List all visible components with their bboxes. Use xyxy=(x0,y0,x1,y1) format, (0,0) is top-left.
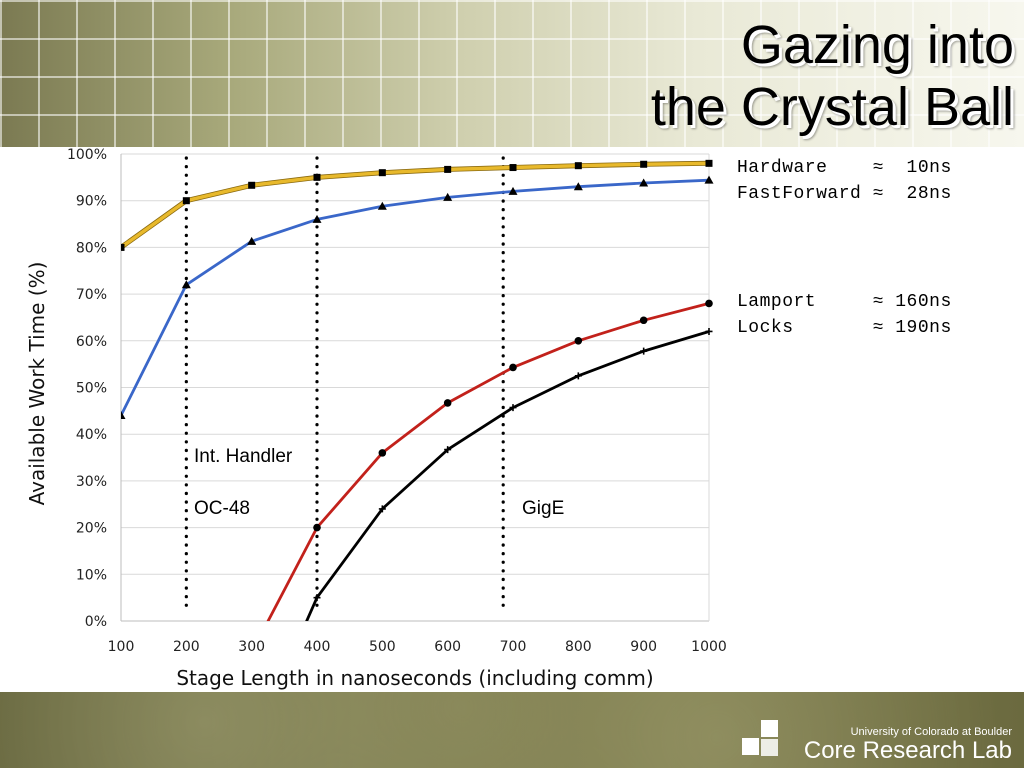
x-tick-label: 1000 xyxy=(691,639,727,655)
data-point xyxy=(121,243,125,251)
x-tick-label: 300 xyxy=(238,639,265,655)
series-line xyxy=(121,161,710,249)
x-tick-label: 100 xyxy=(108,639,135,655)
data-point xyxy=(640,347,648,355)
series-group xyxy=(121,159,713,251)
note-label: Hardware xyxy=(737,158,873,178)
data-point xyxy=(509,363,517,372)
data-point xyxy=(574,372,582,380)
note-fastforward: FastForward ≈ 28ns xyxy=(737,184,952,204)
data-point xyxy=(378,169,386,177)
data-point xyxy=(121,411,126,420)
y-tick-label: 10% xyxy=(76,567,107,583)
note-value: 10ns xyxy=(883,158,952,178)
data-point xyxy=(313,173,321,181)
data-point xyxy=(313,594,321,602)
data-point xyxy=(640,160,648,168)
series-group xyxy=(266,299,713,621)
series-line xyxy=(266,302,710,621)
y-tick-label: 0% xyxy=(85,614,107,630)
series-line xyxy=(305,330,710,621)
data-point xyxy=(573,182,583,191)
data-point xyxy=(508,186,518,195)
note-label: Lamport xyxy=(737,292,873,312)
header-banner-image xyxy=(0,0,1024,147)
data-point xyxy=(182,197,190,205)
y-tick-label: 80% xyxy=(76,240,107,256)
vertical-marker-label: GigE xyxy=(522,498,564,519)
data-point xyxy=(377,201,387,210)
data-point xyxy=(574,337,583,345)
footer-banner-image xyxy=(0,692,1024,768)
data-point xyxy=(639,316,648,325)
data-point xyxy=(181,280,191,289)
slide-title: Gazing into the Crystal Ball xyxy=(651,14,1014,138)
y-tick-label: 90% xyxy=(76,194,107,210)
y-tick-label: 50% xyxy=(76,381,107,397)
data-point xyxy=(639,178,649,187)
x-tick-label: 600 xyxy=(434,639,461,655)
data-point xyxy=(705,327,713,335)
note-value: 28ns xyxy=(883,184,952,204)
y-tick-label: 40% xyxy=(76,427,107,443)
y-tick-label: 30% xyxy=(76,474,107,490)
y-tick-label: 20% xyxy=(76,521,107,537)
x-tick-label: 700 xyxy=(500,639,527,655)
y-axis-label: Available Work Time (%) xyxy=(25,262,49,506)
note-hardware: Hardware ≈ 10ns xyxy=(737,158,952,178)
data-point xyxy=(509,164,517,172)
x-tick-label: 500 xyxy=(369,639,396,655)
data-point xyxy=(705,159,713,167)
vertical-marker-label: Int. Handler xyxy=(194,446,293,467)
y-tick-label: 100% xyxy=(67,147,107,163)
series-line-shadow xyxy=(121,160,710,250)
note-label: Locks xyxy=(737,318,873,338)
note-locks: Locks ≈ 190ns xyxy=(737,318,952,338)
x-axis-label: Stage Length in nanoseconds (including c… xyxy=(176,666,653,690)
footer-lab-name: Core Research Lab xyxy=(803,737,1012,764)
data-point xyxy=(443,399,452,407)
data-point xyxy=(378,505,386,513)
footer-org-name: University of Colorado at Boulder xyxy=(850,726,1012,738)
work-time-chart: 0% 10% 20% 30% 40% 50% 60% 70% 80% 90% 100% 100 200 3… xyxy=(25,147,727,690)
lab-logo xyxy=(742,720,778,756)
note-value: 160ns xyxy=(883,292,952,312)
data-point xyxy=(443,192,453,201)
data-point xyxy=(704,175,714,184)
series-group xyxy=(305,327,713,621)
data-point xyxy=(574,162,582,170)
x-tick-label: 900 xyxy=(630,639,657,655)
note-approx-symbol: ≈ xyxy=(872,184,884,204)
data-point xyxy=(444,446,452,454)
data-point xyxy=(248,181,256,189)
note-lamport: Lamport ≈ 160ns xyxy=(737,292,952,312)
x-tick-label: 400 xyxy=(304,639,331,655)
note-label: FastForward xyxy=(737,184,873,204)
data-point xyxy=(378,449,387,457)
slide-title-line-2: the Crystal Ball xyxy=(650,77,1014,137)
series-group xyxy=(121,175,714,420)
data-point xyxy=(313,523,321,532)
data-point xyxy=(247,236,257,245)
data-point xyxy=(509,404,517,412)
data-point xyxy=(705,299,713,308)
note-approx-symbol: ≈ xyxy=(872,318,884,338)
data-point xyxy=(312,214,322,223)
slide-title-line-1: Gazing into xyxy=(740,15,1014,75)
note-approx-symbol: ≈ xyxy=(872,158,884,178)
x-tick-label: 200 xyxy=(173,639,200,655)
note-approx-symbol: ≈ xyxy=(872,292,884,312)
y-tick-label: 70% xyxy=(76,287,107,303)
y-tick-label: 60% xyxy=(76,334,107,350)
series-line xyxy=(121,178,710,417)
note-value: 190ns xyxy=(883,318,952,338)
vertical-marker-label: OC-48 xyxy=(194,498,250,519)
data-point xyxy=(444,165,452,173)
x-tick-label: 800 xyxy=(565,639,592,655)
